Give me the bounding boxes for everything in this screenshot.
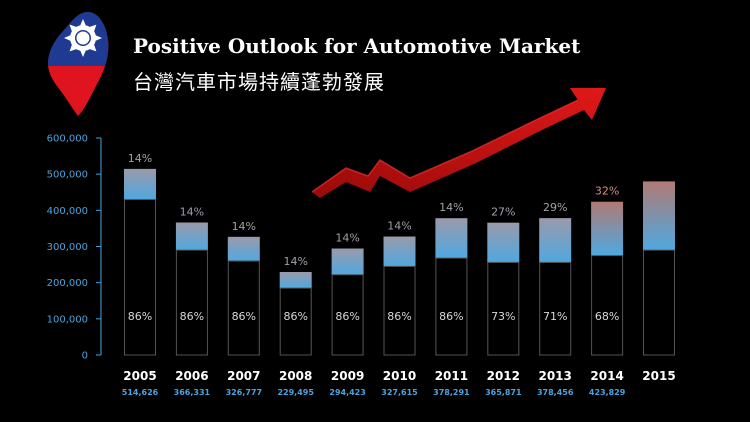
- value-label: 326,777: [226, 388, 262, 397]
- y-tick-label: 200,000: [47, 278, 88, 289]
- x-tick-label: 2014: [590, 369, 623, 383]
- bar-top-segment: [591, 201, 624, 256]
- value-label: 514,626: [122, 388, 159, 397]
- top-percent-label: 14%: [232, 220, 256, 233]
- bottom-percent-label: 86%: [335, 310, 359, 323]
- bar-top-segment: [279, 271, 312, 289]
- bar-top-segment: [227, 236, 260, 261]
- chart-title: Positive Outlook for Automotive Market: [133, 34, 581, 58]
- trend-arrow: [311, 88, 606, 198]
- bottom-percent-label: 86%: [283, 310, 307, 323]
- y-tick-label: 0: [82, 351, 88, 362]
- x-tick-label: 2005: [123, 369, 156, 383]
- y-tick-label: 500,000: [47, 170, 88, 181]
- bottom-percent-label: 68%: [595, 310, 619, 323]
- top-percent-label: 32%: [595, 185, 619, 198]
- bottom-percent-label: 86%: [439, 310, 463, 323]
- top-percent-label: 14%: [128, 152, 152, 165]
- value-label: 378,456: [537, 388, 574, 397]
- x-tick-label: 2009: [331, 369, 364, 383]
- bars: 14% 86% 2005 514,626 14% 86% 2006 366,331 14% 86%…: [122, 152, 676, 397]
- y-tick-label: 100,000: [47, 314, 88, 325]
- x-tick-label: 2013: [538, 369, 571, 383]
- bottom-percent-label: 73%: [491, 310, 515, 323]
- bar-bottom-segment: [591, 255, 624, 356]
- bar-top-segment: [487, 222, 520, 263]
- top-percent-label: 27%: [491, 206, 515, 219]
- bar-top-segment: [435, 218, 468, 259]
- bottom-percent-label: 86%: [128, 310, 152, 323]
- bar-top-segment: [643, 181, 675, 251]
- value-label: 229,495: [277, 388, 314, 397]
- bottom-percent-label: 86%: [232, 310, 256, 323]
- value-label: 327,615: [381, 388, 418, 397]
- value-label: 365,871: [485, 388, 522, 397]
- bar-bottom-segment: [175, 249, 208, 356]
- x-tick-label: 2010: [383, 369, 416, 383]
- taiwan-flag-map-icon: [48, 12, 109, 116]
- bottom-percent-label: 71%: [543, 310, 567, 323]
- top-percent-label: 14%: [335, 232, 359, 245]
- bar-top-segment: [124, 168, 156, 200]
- top-percent-label: 14%: [387, 220, 411, 233]
- chart-subtitle: 台灣汽車市場持續蓬勃發展: [133, 70, 385, 94]
- bar-bottom-segment: [279, 287, 312, 356]
- bar-bottom-segment: [487, 261, 520, 356]
- bar-top-segment: [331, 248, 364, 275]
- top-percent-label: 14%: [283, 255, 307, 268]
- value-label: 378,291: [433, 388, 470, 397]
- bar-bottom-segment: [331, 274, 364, 356]
- x-tick-label: 2011: [435, 369, 468, 383]
- bar-bottom-segment: [643, 249, 675, 356]
- top-percent-label: 14%: [439, 201, 463, 214]
- bar-top-segment: [175, 222, 208, 251]
- bar-bottom-segment: [435, 257, 468, 356]
- x-tick-label: 2007: [227, 369, 260, 383]
- bar-top-segment: [539, 218, 572, 263]
- x-tick-label: 2008: [279, 369, 312, 383]
- bar-bottom-segment: [227, 260, 260, 356]
- x-tick-label: 2006: [175, 369, 208, 383]
- y-axis-ticks: 0 100,000 200,000 300,000 400,000 500,000 600,…: [47, 134, 101, 362]
- bar-bottom-segment: [383, 265, 416, 356]
- bottom-percent-label: 86%: [180, 310, 204, 323]
- value-label: 423,829: [589, 388, 626, 397]
- value-label: 366,331: [174, 388, 211, 397]
- bar-top-segment: [383, 236, 416, 267]
- bar-bottom-segment: [539, 261, 572, 356]
- top-percent-label: 29%: [543, 201, 567, 214]
- y-tick-label: 300,000: [47, 242, 88, 253]
- x-tick-label: 2015: [642, 369, 675, 383]
- x-tick-label: 2012: [487, 369, 520, 383]
- top-percent-label: 14%: [180, 206, 204, 219]
- value-label: 294,423: [329, 388, 365, 397]
- bottom-percent-label: 86%: [387, 310, 411, 323]
- bar-bottom-segment: [124, 198, 156, 356]
- y-tick-label: 600,000: [47, 134, 88, 145]
- y-tick-label: 400,000: [47, 206, 88, 217]
